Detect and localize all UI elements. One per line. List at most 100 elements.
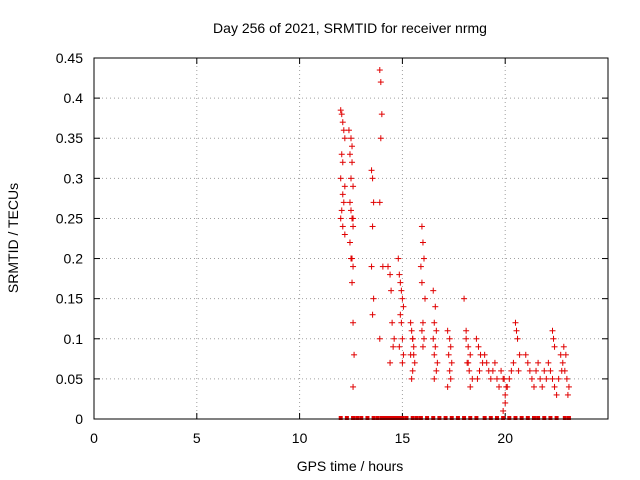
data-point	[419, 239, 426, 246]
y-tick-label: 0.1	[64, 331, 84, 347]
data-point	[512, 319, 519, 326]
data-point	[498, 367, 505, 374]
axis-ticks: 0 0.05 0.1 0.15 0.2 0.25 0.3 0.35 0.4 0.45 0 5 10 15 2…	[56, 50, 608, 446]
data-point	[369, 311, 376, 318]
data-point	[444, 383, 451, 390]
data-point	[418, 279, 425, 286]
data-point	[551, 383, 558, 390]
data-point	[349, 279, 356, 286]
data-point	[433, 327, 440, 334]
data-point	[463, 335, 470, 342]
data-point	[522, 351, 529, 358]
data-point	[376, 67, 383, 74]
data-point	[528, 375, 535, 382]
data-point	[483, 359, 490, 366]
data-point	[399, 295, 406, 302]
data-point	[526, 367, 533, 374]
data-point	[434, 359, 441, 366]
data-point	[515, 367, 522, 374]
data-point	[370, 295, 377, 302]
data-point	[474, 375, 481, 382]
data-point	[338, 111, 345, 118]
data-points	[337, 67, 572, 420]
data-point	[419, 343, 426, 350]
data-point	[350, 183, 357, 190]
y-axis-label: SRMTID / TECUs	[5, 183, 21, 293]
data-point	[337, 215, 344, 222]
data-point	[419, 319, 426, 326]
x-tick-label: 20	[497, 430, 513, 446]
data-point	[350, 223, 357, 230]
data-point	[417, 263, 424, 270]
data-point	[562, 351, 569, 358]
data-point	[368, 263, 375, 270]
data-point	[432, 343, 439, 350]
data-point	[502, 391, 509, 398]
data-point	[432, 303, 439, 310]
data-point	[368, 167, 375, 174]
data-point	[469, 375, 476, 382]
data-point	[461, 295, 468, 302]
data-point	[399, 335, 406, 342]
data-point	[467, 351, 474, 358]
data-point	[341, 183, 348, 190]
data-point	[550, 335, 557, 342]
data-point	[496, 383, 503, 390]
data-point	[422, 295, 429, 302]
data-point	[539, 383, 546, 390]
data-point	[349, 159, 356, 166]
data-point	[351, 351, 358, 358]
data-point	[445, 351, 452, 358]
chart-title: Day 256 of 2021, SRMTID for receiver nrm…	[213, 20, 487, 36]
data-point	[530, 383, 537, 390]
data-point	[463, 327, 470, 334]
data-point	[345, 127, 352, 134]
data-point	[395, 255, 402, 262]
data-point	[489, 367, 496, 374]
data-point	[420, 335, 427, 342]
data-point	[376, 335, 383, 342]
data-point	[370, 199, 377, 206]
data-point	[339, 191, 346, 198]
data-point	[559, 359, 566, 366]
x-tick-label: 0	[90, 430, 98, 446]
data-point	[387, 359, 394, 366]
data-point	[377, 79, 384, 86]
data-point	[348, 135, 354, 142]
data-point	[338, 151, 345, 158]
data-point	[346, 239, 353, 246]
data-point	[418, 327, 425, 334]
data-point	[420, 255, 427, 262]
y-tick-label: 0.45	[56, 50, 83, 66]
data-point	[389, 319, 396, 326]
data-point	[431, 319, 438, 326]
data-point	[379, 263, 386, 270]
data-point	[378, 111, 385, 118]
data-point	[377, 135, 384, 142]
data-point	[560, 343, 567, 350]
x-axis-label: GPS time / hours	[297, 458, 404, 474]
data-point	[557, 351, 564, 358]
data-point	[399, 359, 406, 366]
data-point	[487, 375, 494, 382]
data-point	[553, 391, 560, 398]
data-point	[549, 327, 556, 334]
data-point	[350, 215, 357, 222]
data-point	[430, 335, 437, 342]
data-point	[563, 375, 570, 382]
data-point	[398, 319, 405, 326]
data-point	[407, 319, 414, 326]
data-point	[500, 407, 507, 414]
data-point	[397, 279, 404, 286]
data-point	[481, 351, 488, 358]
data-point	[369, 223, 376, 230]
data-point	[391, 335, 398, 342]
data-point	[388, 287, 395, 294]
data-point	[346, 151, 353, 158]
data-point	[555, 375, 562, 382]
data-point	[431, 375, 438, 382]
data-point	[411, 359, 418, 366]
data-point	[446, 335, 453, 342]
data-point	[410, 343, 417, 350]
